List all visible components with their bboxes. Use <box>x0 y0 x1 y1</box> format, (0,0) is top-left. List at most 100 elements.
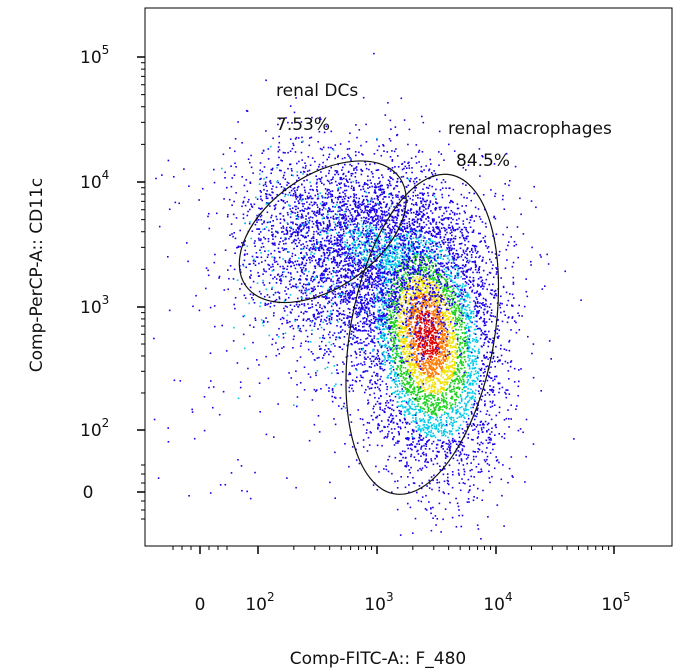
event-point <box>426 291 429 293</box>
event-point <box>369 379 371 382</box>
event-point <box>445 420 447 422</box>
event-point <box>492 386 495 388</box>
event-point <box>348 319 351 322</box>
event-point <box>384 259 386 261</box>
event-point <box>399 181 402 183</box>
event-point <box>454 362 456 364</box>
event-point <box>396 406 399 408</box>
event-point <box>406 275 409 277</box>
event-point <box>373 355 375 358</box>
event-point <box>484 403 486 405</box>
event-point <box>446 387 449 390</box>
event-point <box>367 269 369 271</box>
event-point <box>423 338 425 340</box>
event-point <box>391 491 393 493</box>
event-point <box>413 363 415 365</box>
event-point <box>454 406 457 408</box>
event-point <box>438 362 441 365</box>
event-point <box>351 365 353 367</box>
event-point <box>429 344 431 347</box>
event-point <box>425 349 427 352</box>
event-point <box>399 321 401 324</box>
event-point <box>424 401 427 404</box>
event-point <box>473 360 475 362</box>
event-point <box>424 336 427 338</box>
event-point <box>373 322 376 324</box>
event-point <box>443 400 445 402</box>
event-point <box>435 424 438 426</box>
event-point <box>414 178 416 180</box>
event-point <box>483 318 486 320</box>
event-point <box>446 417 448 419</box>
event-point <box>438 320 441 323</box>
event-point <box>444 399 447 402</box>
event-point <box>419 434 421 437</box>
event-point <box>364 309 366 311</box>
event-point <box>480 420 483 423</box>
event-point <box>465 269 468 272</box>
event-point <box>340 214 343 216</box>
event-point <box>417 278 420 280</box>
event-point <box>458 462 460 465</box>
event-point <box>446 297 448 299</box>
event-point <box>466 305 468 308</box>
event-point <box>476 298 478 301</box>
event-point <box>393 391 396 394</box>
event-point <box>440 375 442 377</box>
event-point <box>414 391 416 393</box>
event-point <box>419 439 422 441</box>
event-point <box>481 395 484 398</box>
event-point <box>442 362 444 365</box>
event-point <box>484 330 487 333</box>
event-point <box>441 345 443 348</box>
event-point <box>436 377 438 380</box>
event-point <box>419 262 421 265</box>
event-point <box>471 261 474 263</box>
event-point <box>426 310 429 312</box>
event-point <box>431 339 433 342</box>
event-point <box>348 326 350 328</box>
event-point <box>434 352 437 354</box>
event-point <box>481 383 483 385</box>
event-point <box>366 212 369 215</box>
event-point <box>484 322 486 325</box>
event-point <box>431 395 433 397</box>
event-point <box>442 371 444 373</box>
event-point <box>353 258 355 261</box>
event-point <box>433 332 436 334</box>
event-point <box>401 390 403 392</box>
event-point <box>431 324 433 327</box>
event-point <box>442 312 445 315</box>
event-point <box>437 324 440 326</box>
event-point <box>405 374 407 376</box>
event-point <box>506 321 509 324</box>
event-point <box>445 283 447 286</box>
event-point <box>419 418 421 420</box>
event-point <box>496 268 498 270</box>
event-point <box>444 384 446 386</box>
event-point <box>430 342 433 344</box>
event-point <box>415 366 417 369</box>
event-point <box>428 355 431 358</box>
event-point <box>426 345 429 347</box>
event-point <box>470 475 472 478</box>
event-point <box>449 431 451 433</box>
event-point <box>439 341 442 344</box>
event-point <box>375 356 378 359</box>
event-point <box>392 349 395 351</box>
event-point <box>393 321 395 324</box>
event-point <box>444 313 447 315</box>
event-point <box>488 470 490 473</box>
event-point <box>410 157 413 159</box>
event-point <box>414 263 417 265</box>
event-point <box>463 416 465 418</box>
event-point <box>418 395 421 398</box>
event-point <box>469 321 472 323</box>
event-point <box>458 377 461 379</box>
event-point <box>510 404 512 406</box>
event-point <box>391 408 393 411</box>
event-point <box>403 340 406 343</box>
event-point <box>367 401 370 404</box>
event-point <box>444 450 446 453</box>
event-point <box>374 358 377 360</box>
